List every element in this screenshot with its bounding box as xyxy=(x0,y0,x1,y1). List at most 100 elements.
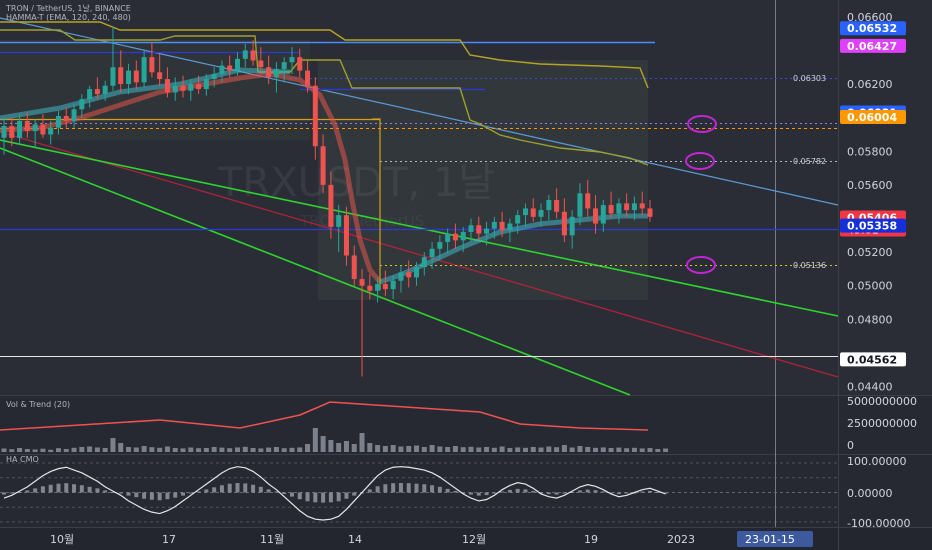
volume-bar xyxy=(17,448,23,452)
volume-bar xyxy=(491,447,497,452)
osc-histogram-bar xyxy=(243,483,248,493)
candle xyxy=(484,221,490,246)
price-label-badge xyxy=(840,218,906,233)
osc-histogram-bar xyxy=(383,484,388,493)
candle xyxy=(593,194,599,234)
candle xyxy=(367,273,373,300)
volume-bar xyxy=(663,448,669,452)
candle xyxy=(126,63,132,95)
candle-body xyxy=(382,284,388,290)
candle-body xyxy=(266,67,272,78)
candle-body xyxy=(476,225,482,234)
candle xyxy=(266,55,272,85)
time-highlight-label: 23-01-15 xyxy=(745,533,795,546)
osc-histogram-bar xyxy=(539,492,544,494)
candle-body xyxy=(530,208,536,217)
level-gold xyxy=(372,118,381,290)
candle xyxy=(312,77,318,160)
candle-body xyxy=(569,216,575,236)
osc-histogram-bar xyxy=(165,492,170,500)
osc-histogram-bar xyxy=(72,484,77,493)
candle xyxy=(398,265,404,293)
candle-body xyxy=(211,73,217,79)
volume-bar xyxy=(631,447,637,452)
time-tick-label: 14 xyxy=(348,533,362,546)
candle xyxy=(600,200,606,232)
time-tick-label: 19 xyxy=(584,533,598,546)
volume-bar xyxy=(157,447,163,452)
candle-body xyxy=(157,72,163,79)
candle-body xyxy=(79,99,85,110)
candle xyxy=(452,223,458,249)
candle-body xyxy=(32,124,38,132)
candle-body xyxy=(118,67,124,85)
candle xyxy=(48,121,54,145)
osc-histogram-bar xyxy=(126,492,131,496)
time-highlight-badge xyxy=(737,531,813,547)
candle-body xyxy=(133,70,139,83)
candle xyxy=(530,198,536,222)
candle-body xyxy=(359,279,365,286)
candle-body xyxy=(507,223,513,231)
candle xyxy=(585,179,591,217)
candle xyxy=(616,198,622,224)
watermark: TRXUSDT, 1날 TRON / TetherUS xyxy=(217,160,495,230)
osc-histogram-bar xyxy=(437,486,442,493)
volume-bar xyxy=(515,447,521,452)
volume-bar xyxy=(1,448,7,452)
price-label-text: 0.06004 xyxy=(847,111,897,124)
candle-body xyxy=(110,67,116,86)
volume-panel-title: Vol & Trend (20) xyxy=(6,400,70,409)
osc-histogram-bar xyxy=(79,485,84,493)
candle-body xyxy=(102,85,108,95)
osc-histogram-bar xyxy=(406,483,411,493)
volume-tick-label: 0 xyxy=(847,439,854,452)
volume-bar xyxy=(172,448,178,452)
volume-bar xyxy=(561,445,567,452)
candle xyxy=(118,50,124,93)
volume-bar xyxy=(273,447,279,452)
candle xyxy=(569,210,575,249)
volume-panel: 5000000000 2500000000 0 xyxy=(0,395,917,452)
volume-bar xyxy=(79,447,85,452)
volume-bar xyxy=(484,447,490,452)
candle xyxy=(414,262,420,286)
candle-body xyxy=(219,65,225,74)
oscillator-panel: 100.00000 0.00000 -100.00000 xyxy=(0,455,910,530)
line-value-label: 0.06303 xyxy=(793,74,826,83)
volume-bar xyxy=(445,447,451,452)
volume-bar xyxy=(421,447,427,452)
candle-body xyxy=(406,272,412,278)
candle-body xyxy=(87,89,93,100)
osc-histogram-bar xyxy=(414,483,419,493)
candle xyxy=(234,52,240,76)
candle xyxy=(289,47,295,74)
volume-bar xyxy=(250,448,256,452)
candle-body xyxy=(429,248,435,258)
candle xyxy=(71,104,77,128)
candle-body xyxy=(491,221,497,229)
candle xyxy=(328,171,334,239)
osc-histogram-bar xyxy=(577,490,582,493)
oscillator-panel-bg xyxy=(0,455,932,527)
osc-histogram-bar xyxy=(173,492,178,498)
osc-histogram-bar xyxy=(258,486,263,493)
candle-body xyxy=(17,121,23,138)
candle-body xyxy=(445,233,451,243)
candle xyxy=(133,60,139,90)
line-value-label: 0.05136 xyxy=(793,261,826,270)
candle xyxy=(538,203,544,227)
price-tick-label: 0.05800 xyxy=(847,145,893,158)
volume-bar xyxy=(328,440,334,452)
volume-bar xyxy=(351,444,357,452)
candle xyxy=(219,60,225,83)
volume-bar xyxy=(569,447,575,452)
ema-band xyxy=(379,213,648,285)
volume-bar xyxy=(24,449,30,452)
price-label-text: 0.06532 xyxy=(847,22,897,35)
volume-panel-bg xyxy=(0,396,932,454)
price-labels: 0.065320.064270.060310.060040.0540649:01… xyxy=(793,21,906,367)
candle-body xyxy=(375,284,381,291)
